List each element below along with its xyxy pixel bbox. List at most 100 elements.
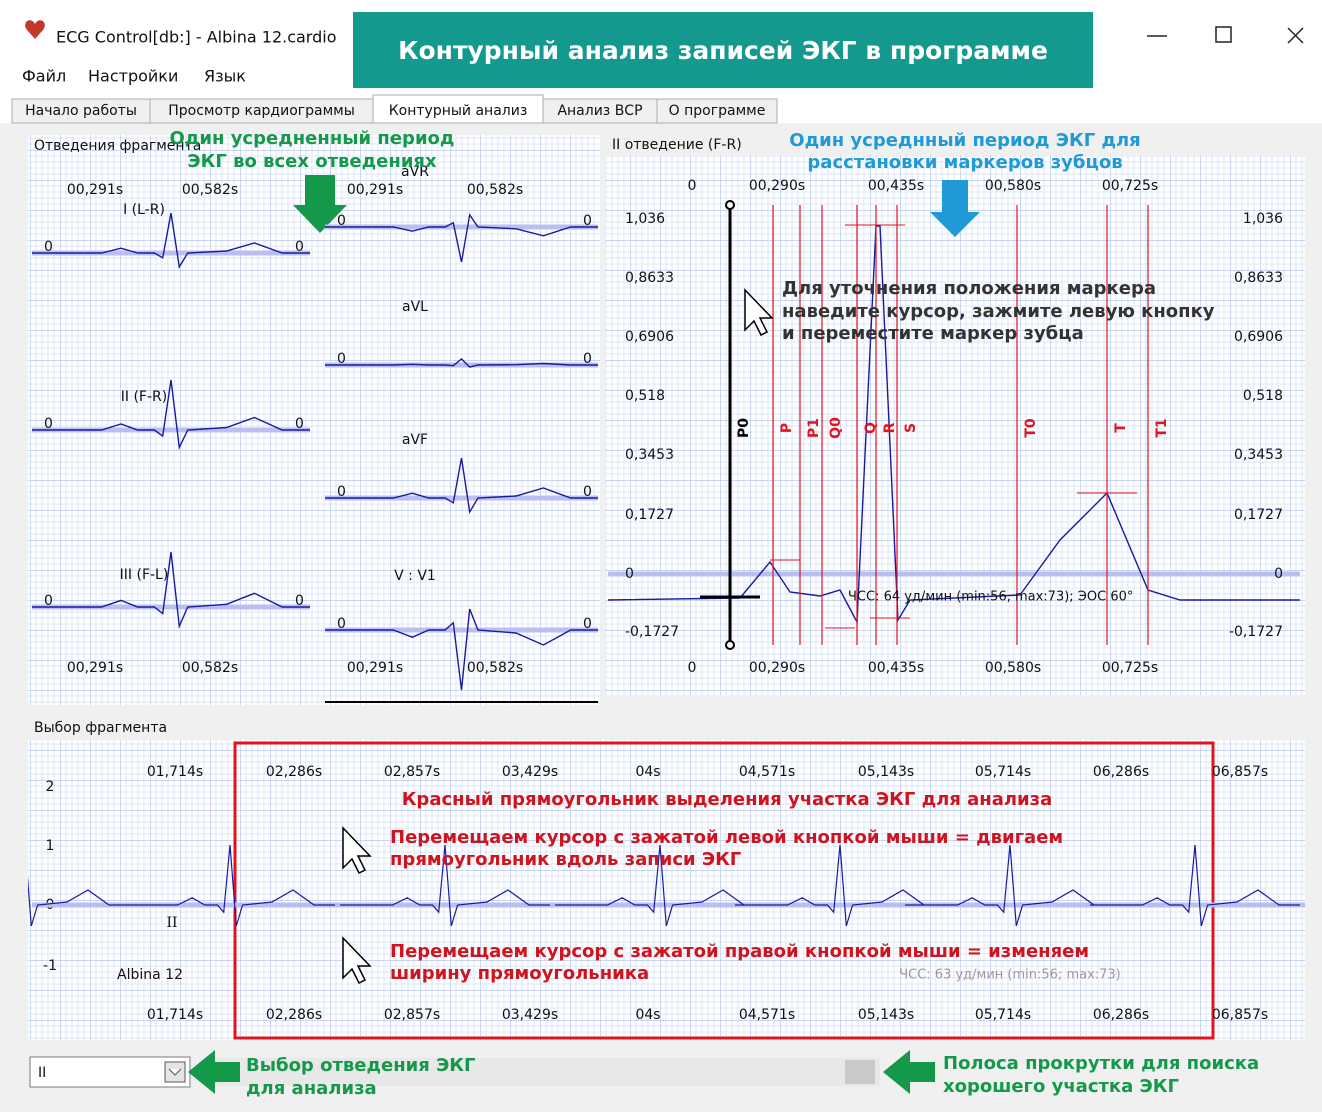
time-label: 06,857s [1212,1007,1268,1023]
leads-panel [28,135,600,705]
lead-combobox[interactable] [29,1056,191,1088]
time-label: 02,286s [266,1007,322,1023]
ecg-wave [325,212,598,263]
combobox-arrow[interactable] [164,1061,186,1083]
scroll-thumb[interactable] [845,1060,875,1084]
y-label: 0,3453 [625,447,674,463]
marker-label: R [882,422,898,433]
ecg-wave [32,379,310,450]
green-arrow-down [293,175,347,233]
banner [353,12,1093,88]
tab-label: Просмотр кардиограммы [168,103,355,119]
panel-title: Отведения фрагмента [34,138,201,154]
lead-name: II [166,915,177,931]
tab-label: Контурный анализ [389,103,528,119]
patient-name: Albina 12 [117,967,183,983]
time-label: 00,725s [1102,178,1158,194]
time-label: 04s [635,764,660,780]
time-label: 00,291s [67,660,123,676]
zero-label: 0 [583,213,592,229]
y-label: 2 [46,779,55,795]
time-label: 00,435s [868,660,924,676]
cursor-icon [342,826,372,875]
fragment-panel [28,740,1305,1040]
panel-title: II отведение (F-R) [612,137,742,153]
annotation: Красный прямоугольник выделения участка … [402,789,1053,810]
ecg-wave [32,551,310,629]
zero-label: 0 [337,616,346,632]
tab-label: О программе [669,103,766,119]
tab[interactable] [11,98,151,124]
zero-label: 0 [583,351,592,367]
lead-label: aVR [401,164,429,180]
marker-knob[interactable] [725,640,735,650]
status: ЧСС: 64 уд/мин (min:56, max:73); ЭОС 60° [848,590,1133,605]
time-label: 00,435s [868,178,924,194]
menu-item: Настройки [88,67,178,86]
marker-knob[interactable] [725,200,735,210]
time-label: 05,143s [858,764,914,780]
y-label: 0,6906 [1234,329,1283,345]
origin-label: 0 [688,178,697,194]
time-label: 00,582s [467,182,523,198]
y-label: -0,1727 [625,624,679,640]
y-label: 0,518 [1243,388,1283,404]
marker-label: Q0 [828,417,844,439]
y-label: 0 [1274,566,1283,582]
time-label: 00,580s [985,660,1041,676]
y-label: 0,1727 [625,507,674,523]
zero-label: 0 [44,593,53,609]
time-label: 02,286s [266,764,322,780]
menu-item: Язык [204,67,246,86]
blue-arrow-down [930,180,980,237]
y-label: -0,1727 [1229,624,1283,640]
selection-rect[interactable] [233,741,1215,1040]
ecg-wave [607,225,1300,625]
y-label: 1,036 [1243,211,1283,227]
origin-label: 0 [688,660,697,676]
tab-label: Анализ ВСР [557,103,642,119]
time-label: 05,714s [975,764,1031,780]
zero-label: 0 [295,593,304,609]
annotation: хорошего участка ЭКГ [943,1076,1179,1097]
menu-item: Файл [22,67,66,86]
tab[interactable] [656,98,778,124]
tab[interactable] [372,94,544,124]
annotation: Один усредненный период [170,128,455,149]
annotation: наведите курсор, зажмите левую кнопку [782,301,1215,322]
cursor-icon [744,288,774,337]
lead-label: aVF [402,432,428,448]
ecg-wave [325,358,598,368]
zero-label: 0 [295,416,304,432]
banner-text: Контурный анализ записей ЭКГ в программе [398,36,1048,65]
marker-label: P1 [806,418,822,438]
marker-label: T1 [1154,418,1170,437]
lead-label: aVL [402,299,428,315]
annotation: Перемещаем курсор с зажатой левой кнопко… [390,827,1063,848]
time-label: 00,291s [347,660,403,676]
y-label: 0,3453 [1234,447,1283,463]
window-buttons[interactable] [1147,26,1304,44]
marker-label: T0 [1023,418,1039,438]
annotation: прямоугольник вдоль записи ЭКГ [390,849,741,870]
time-label: 00,291s [347,182,403,198]
panel-title: Выбор фрагмента [34,720,167,736]
y-label: -1 [43,958,57,974]
cursor-icon [342,936,372,985]
time-label: 03,429s [502,764,558,780]
time-label: 03,429s [502,1007,558,1023]
zero-label: 0 [337,213,346,229]
y-label: 0,8633 [625,270,674,286]
annotation: Перемещаем курсор с зажатой правой кнопк… [390,941,1089,962]
y-label: 0,518 [625,388,665,404]
scrollbar[interactable] [210,1058,880,1086]
tab[interactable] [149,98,374,124]
annotation: ширину прямоугольника [390,963,649,984]
annotation: и переместите маркер зубца [782,323,1084,344]
time-label: 00,582s [182,182,238,198]
tab[interactable] [542,98,658,124]
time-label: 00,290s [749,660,805,676]
time-label: 02,857s [384,764,440,780]
marker-label: Q [863,422,879,434]
time-label: 04,571s [739,764,795,780]
